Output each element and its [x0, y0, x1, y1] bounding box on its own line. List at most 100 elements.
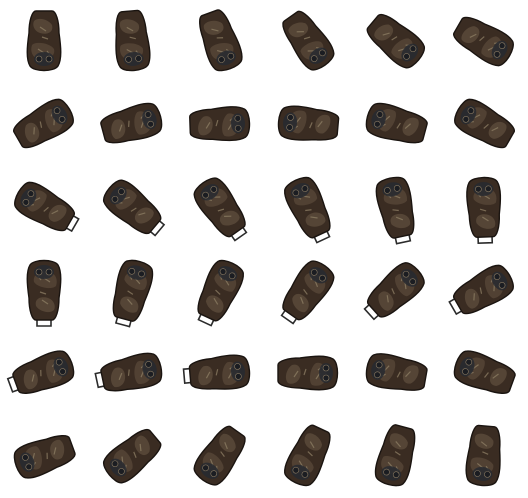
device-sprite	[26, 259, 62, 327]
sprite-frame	[440, 332, 528, 415]
knob	[484, 471, 491, 478]
knob	[234, 125, 242, 132]
knob	[27, 190, 35, 197]
sprite-frame	[264, 332, 352, 415]
device-sprite	[13, 98, 74, 149]
knob	[59, 368, 66, 375]
sprite-frame	[440, 83, 528, 166]
strap-loop	[114, 316, 132, 328]
knob	[118, 468, 125, 475]
device-sprite	[374, 424, 416, 487]
device-sprite	[13, 435, 76, 479]
device-body	[13, 98, 74, 149]
knob	[234, 115, 242, 122]
knob	[375, 361, 383, 369]
knob	[485, 185, 492, 193]
device-panel	[34, 265, 54, 279]
sprite-frame	[440, 166, 528, 249]
knob	[118, 188, 125, 195]
sprite-frame	[0, 249, 88, 332]
knob	[374, 120, 381, 128]
knob	[147, 370, 154, 378]
knob	[53, 107, 61, 114]
knob	[235, 373, 242, 380]
device-sprite	[465, 424, 501, 487]
knob	[227, 52, 235, 60]
knob	[22, 199, 30, 206]
device-body	[103, 179, 162, 235]
device-panel	[319, 363, 333, 383]
device-sprite	[199, 9, 243, 72]
knob	[22, 454, 29, 461]
sprite-frame	[88, 83, 176, 166]
device-body	[367, 262, 425, 318]
sprite-frame	[440, 249, 528, 332]
knob	[147, 120, 154, 128]
strap-loop	[6, 375, 19, 393]
device-sprite	[26, 10, 62, 72]
device-sprite	[448, 264, 514, 316]
knob	[219, 268, 227, 275]
device-sprite	[103, 428, 162, 484]
device-panel	[34, 52, 54, 66]
knob	[493, 273, 501, 280]
knob	[45, 55, 53, 63]
device-sprite	[280, 260, 335, 325]
strap-loop	[66, 215, 80, 233]
knob	[393, 185, 401, 192]
device-sprite	[277, 105, 340, 141]
device-panel	[473, 182, 494, 197]
device-sprite	[189, 106, 251, 142]
device-sprite	[14, 181, 80, 233]
strap-loop	[394, 234, 412, 245]
sprite-frame	[352, 0, 440, 83]
sprite-frame	[176, 83, 264, 166]
device-sprite	[193, 177, 248, 242]
sprite-frame	[176, 332, 264, 415]
device-sprite	[454, 98, 515, 149]
sprite-frame	[88, 0, 176, 83]
knob	[218, 56, 225, 63]
device-sprite	[282, 10, 335, 71]
sprite-frame	[0, 166, 88, 249]
device-sprite	[6, 350, 75, 394]
knob	[301, 185, 309, 192]
device-body	[284, 176, 331, 239]
sprite-frame	[440, 0, 528, 83]
sprite-frame	[264, 166, 352, 249]
knob	[403, 53, 410, 60]
knob	[138, 270, 145, 278]
device-sprite	[365, 353, 428, 391]
strap-loop	[149, 220, 166, 237]
knob	[128, 268, 136, 275]
knob	[498, 42, 506, 49]
knob	[376, 111, 384, 118]
knob	[35, 55, 43, 63]
device-sprite	[182, 354, 251, 390]
sprite-frame	[352, 332, 440, 415]
sprite-frame	[0, 83, 88, 166]
knob	[125, 56, 132, 63]
knob	[402, 270, 410, 278]
knob	[301, 471, 309, 478]
device-body	[193, 177, 246, 238]
sprite-frame	[88, 332, 176, 415]
knob	[287, 114, 294, 121]
knob	[210, 470, 218, 477]
sprite-frame	[352, 83, 440, 166]
knob	[292, 189, 300, 197]
sprite-frame	[352, 166, 440, 249]
knob	[210, 186, 218, 193]
knob	[467, 107, 475, 114]
sprite-frame	[88, 415, 176, 498]
knob	[475, 185, 482, 193]
knob	[111, 195, 119, 203]
strap-loop	[94, 371, 105, 389]
sprite-frame	[264, 0, 352, 83]
knob	[322, 374, 330, 382]
knob	[462, 368, 469, 375]
knob	[322, 364, 330, 372]
device-sprite	[115, 9, 151, 72]
device-sprite	[375, 176, 415, 245]
